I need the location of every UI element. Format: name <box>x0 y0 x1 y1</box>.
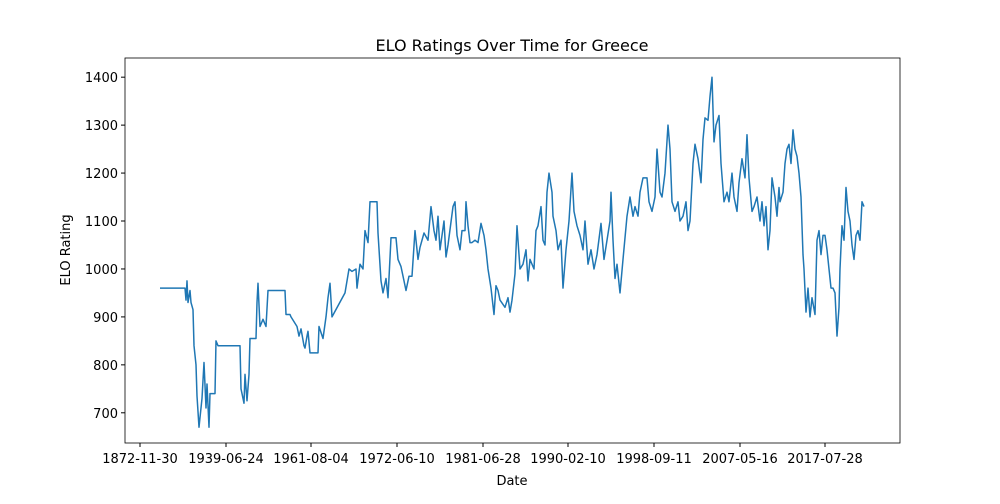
chart-title: ELO Ratings Over Time for Greece <box>376 36 649 55</box>
x-tick-label: 1961-08-04 <box>273 452 349 467</box>
y-tick-label: 1000 <box>85 263 118 278</box>
x-tick-label: 1972-06-10 <box>359 452 435 467</box>
x-tick-label: 1939-06-24 <box>188 452 264 467</box>
y-axis-label: ELO Rating <box>59 214 74 285</box>
y-tick-label: 900 <box>93 311 118 326</box>
y-tick-label: 1300 <box>85 119 118 134</box>
y-tick-label: 1200 <box>85 167 118 182</box>
x-tick-label: 1990-02-10 <box>530 452 606 467</box>
x-tick-label: 2017-07-28 <box>787 452 863 467</box>
x-tick-label: 1998-09-11 <box>616 452 692 467</box>
y-tick-label: 700 <box>93 407 118 422</box>
y-tick-label: 800 <box>93 359 118 374</box>
plot-frame <box>124 57 901 444</box>
x-tick-label: 1872-11-30 <box>102 452 178 467</box>
x-axis-label: Date <box>496 474 527 489</box>
x-tick-label: 1981-06-28 <box>445 452 521 467</box>
x-tick-label: 2007-05-16 <box>702 452 778 467</box>
y-tick-label: 1400 <box>85 71 118 86</box>
y-tick-label: 1100 <box>85 215 118 230</box>
line-series <box>160 76 865 428</box>
